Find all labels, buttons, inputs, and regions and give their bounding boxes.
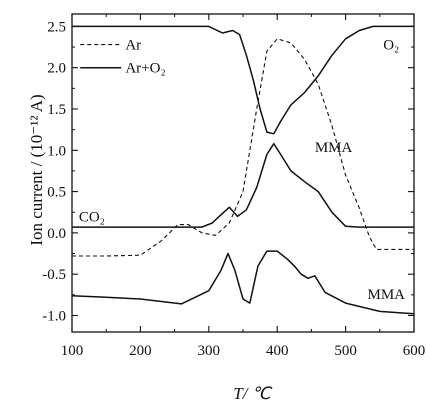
legend-label-0: Ar: [125, 38, 141, 54]
x-tick-label: 100: [61, 343, 84, 359]
x-axis-label: T/ ℃: [233, 384, 272, 403]
annotation-3: MMA: [367, 287, 405, 303]
x-tick-label: 300: [198, 343, 221, 359]
y-tick-label: 1.5: [47, 102, 66, 118]
plot-frame: [71, 13, 415, 333]
annotation-2: CO₂: [79, 209, 105, 225]
legend-label-1: Ar+O₂: [125, 61, 165, 77]
y-tick-label: 0.0: [47, 226, 66, 242]
y-tick-label: -0.5: [42, 267, 66, 283]
annotation-0: O₂: [383, 38, 399, 54]
y-tick-label: 0.5: [47, 185, 66, 201]
y-tick-label: 2.0: [47, 61, 66, 77]
annotation-1: MMA: [315, 140, 353, 156]
y-tick-label: 1.0: [47, 143, 66, 159]
x-tick-label: 600: [403, 343, 426, 359]
y-tick-label: -1.0: [42, 308, 66, 324]
series-line-2: [72, 142, 414, 228]
series-line-0: [72, 38, 414, 257]
x-tick-label: 400: [266, 343, 289, 359]
series-line-1: [72, 25, 414, 135]
x-tick-label: 200: [129, 343, 152, 359]
y-axis-label: Ion current / (10⁻¹² A): [27, 94, 46, 245]
series-line-3: [71, 250, 415, 315]
y-tick-label: 2.5: [47, 19, 66, 35]
x-tick-label: 500: [334, 343, 357, 359]
